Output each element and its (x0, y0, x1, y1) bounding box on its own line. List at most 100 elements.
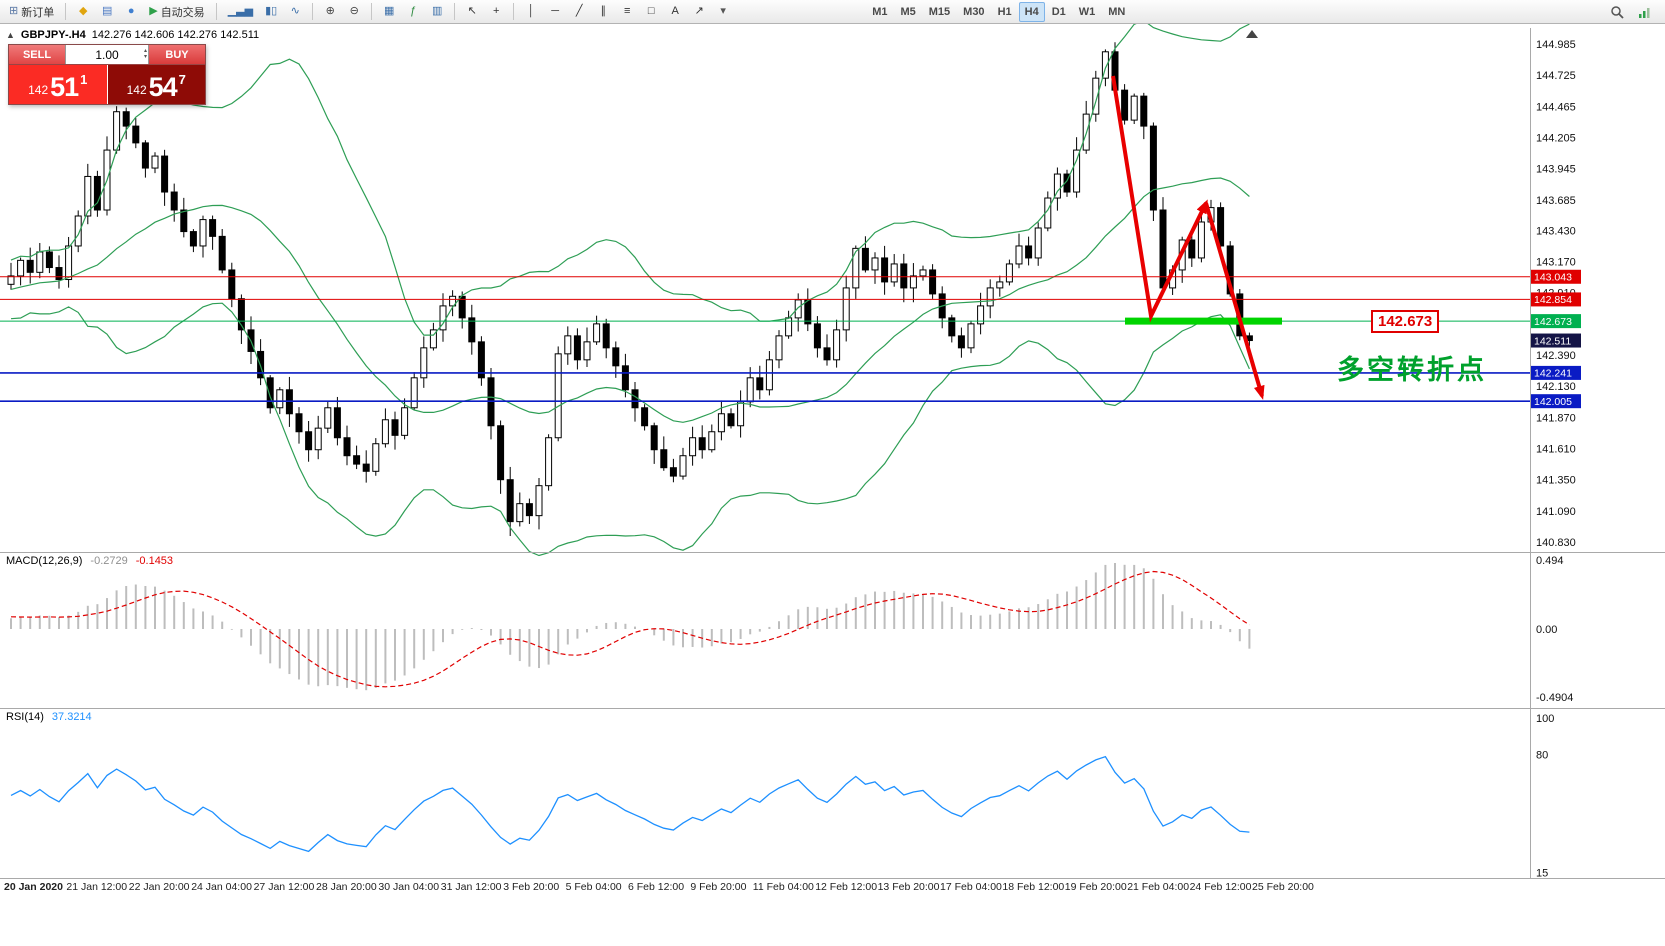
tile-windows-button[interactable]: ▦ (378, 2, 400, 22)
bid-price-box[interactable]: 142 51 1 (9, 65, 108, 104)
chart-bars-button[interactable]: ▁▃▅ (223, 2, 258, 22)
ask-price-box[interactable]: 142 54 7 (107, 65, 205, 104)
cursor-icon: ↖ (467, 5, 477, 17)
svg-text:18 Feb 12:00: 18 Feb 12:00 (1002, 881, 1064, 893)
chart-canvas: 144.985 144.725 144.465 144.205 143.945 143.6… (0, 24, 1665, 893)
trend-arrows (1111, 75, 1265, 400)
templates-icon: ▥ (431, 5, 443, 17)
svg-text:144.205: 144.205 (1536, 132, 1576, 144)
svg-text:-0.4904: -0.4904 (1536, 692, 1573, 704)
timeframe-h1-button[interactable]: H1 (997, 5, 1012, 18)
equidistant-channel-icon: ∥ (600, 5, 606, 17)
price-callout-box[interactable]: 142.673 (1371, 310, 1440, 333)
volume-spinner: ▴ ▾ (144, 45, 147, 64)
chart-shift-marker[interactable] (1246, 30, 1258, 38)
new-order-label: 新订单 (21, 6, 55, 19)
volume-spin-up-icon[interactable]: ▴ (143, 48, 147, 55)
svg-text:31 Jan 12:00: 31 Jan 12:00 (441, 881, 502, 893)
ask-main: 142 (126, 83, 147, 97)
navigator-button[interactable]: ● (120, 2, 142, 22)
svg-text:141.610: 141.610 (1536, 444, 1576, 456)
volume-spin-down-icon[interactable]: ▾ (143, 53, 147, 60)
cursor-button[interactable]: ↖ (461, 2, 483, 22)
equidistant-channel-button[interactable]: ∥ (592, 2, 614, 22)
new-order-icon: ⊞ (9, 5, 19, 17)
navigator-icon: ● (127, 5, 135, 17)
one-click-trading-panel: SELL ▴ ▾ BUY 142 51 1 142 54 7 (8, 44, 206, 105)
trendline-icon: ╱ (575, 5, 583, 17)
chart-line-button[interactable]: ∿ (284, 2, 306, 22)
zoom-out-button[interactable]: ⊖ (343, 2, 365, 22)
support-highlight-bar[interactable] (1125, 317, 1282, 325)
volume-input[interactable] (66, 45, 148, 64)
zoom-out-icon: ⊖ (349, 5, 359, 17)
vertical-line-button[interactable]: │ (520, 2, 542, 22)
macd-indicator (10, 563, 1251, 691)
macd-title: MACD(12,26,9) (6, 555, 83, 567)
market-watch-button[interactable]: ▤ (96, 2, 118, 22)
chart-candlesticks-icon: ▮▯ (265, 5, 278, 17)
buy-button[interactable]: BUY (149, 45, 205, 64)
price-scale: 144.985 144.725 144.465 144.205 143.945 143.6… (1531, 39, 1581, 880)
crosshair-button[interactable]: + (485, 2, 507, 22)
macd-value-main: -0.2729 (90, 555, 128, 567)
trade-panel-toggle-icon[interactable]: ▲ (6, 30, 15, 40)
price-tag-142.005: 142.005 (1531, 394, 1581, 409)
pivot-point-text[interactable]: 多空转折点 (1337, 355, 1487, 385)
toolbar-buttons: ⊞ 新订单 ◆ ▤ ● ▶ 自动交易 ▁▃▅ ▮▯ ∿ ⊕ ⊖ ▦ ƒ ▥ ↖ + │ ─ ╱ ∥ ≡ □ A ↗ ▾ (4, 2, 734, 22)
trendline-button[interactable]: ╱ (568, 2, 590, 22)
connection-status-button[interactable] (1633, 2, 1657, 22)
timeframe-m30-button[interactable]: M30 (963, 5, 985, 18)
indicators-list-button[interactable]: ƒ (402, 2, 424, 22)
chart-candlesticks-button[interactable]: ▮▯ (260, 2, 282, 22)
fibonacci-button[interactable]: ≡ (616, 2, 638, 22)
price-tag-143.043: 143.043 (1531, 269, 1581, 284)
price-tag-142.854: 142.854 (1531, 292, 1581, 307)
zoom-in-button[interactable]: ⊕ (319, 2, 341, 22)
svg-text:22 Jan 20:00: 22 Jan 20:00 (129, 881, 190, 893)
autotrading-button[interactable]: ▶ 自动交易 (144, 2, 209, 22)
shapes-button[interactable]: □ (640, 2, 662, 22)
time-axis: 20 Jan 2020 21 Jan 12:00 22 Jan 20:00 24 Ja… (4, 881, 1314, 893)
trend-arrow[interactable] (1204, 202, 1265, 400)
autotrading-label: 自动交易 (160, 6, 205, 19)
text-tool-button[interactable]: A (664, 2, 686, 22)
horizontal-lines (0, 276, 1530, 402)
svg-text:144.725: 144.725 (1536, 70, 1576, 82)
timeframe-w1-button[interactable]: W1 (1078, 5, 1096, 18)
templates-button[interactable]: ▥ (426, 2, 448, 22)
metaeditor-button[interactable]: ◆ (72, 2, 94, 22)
svg-text:143.945: 143.945 (1536, 164, 1576, 176)
connection-status-icon (1639, 7, 1650, 18)
crosshair-icon: + (492, 5, 500, 17)
svg-text:141.090: 141.090 (1536, 506, 1576, 518)
toolbar-separator (312, 3, 314, 20)
svg-text:20 Jan 2020: 20 Jan 2020 (4, 881, 63, 893)
timeframe-mn-button[interactable]: MN (1108, 5, 1126, 18)
objects-dropdown-button[interactable]: ▾ (712, 2, 734, 22)
svg-text:6 Feb 12:00: 6 Feb 12:00 (628, 881, 684, 893)
svg-text:17 Feb 04:00: 17 Feb 04:00 (940, 881, 1002, 893)
toolbar-right-icons (1605, 2, 1661, 22)
timeframe-m15-button[interactable]: M15 (928, 5, 951, 18)
chart-plot-area[interactable] (0, 28, 1530, 878)
svg-text:19 Feb 20:00: 19 Feb 20:00 (1065, 881, 1127, 893)
rsi-label: RSI(14) 37.3214 (6, 711, 92, 723)
svg-text:143.430: 143.430 (1536, 225, 1576, 237)
timeframe-m5-button[interactable]: M5 (900, 5, 916, 18)
arrows-tool-button[interactable]: ↗ (688, 2, 710, 22)
horizontal-line-button[interactable]: ─ (544, 2, 566, 22)
search-button[interactable] (1605, 2, 1629, 22)
sell-button[interactable]: SELL (9, 45, 65, 64)
ohlc-values: 142.276 142.606 142.276 142.511 (91, 29, 260, 41)
svg-text:144.465: 144.465 (1536, 101, 1576, 113)
metaeditor-icon: ◆ (78, 5, 88, 17)
trend-arrow[interactable] (1111, 75, 1208, 323)
timeframe-m1-button[interactable]: M1 (872, 5, 888, 18)
svg-text:142.673: 142.673 (1534, 316, 1572, 328)
new-order-button[interactable]: ⊞ 新订单 (4, 2, 59, 22)
panel-separators (0, 28, 1665, 879)
timeframe-h4-button[interactable]: H4 (1018, 1, 1045, 22)
market-watch-icon: ▤ (102, 5, 113, 17)
timeframe-d1-button[interactable]: D1 (1051, 5, 1066, 18)
